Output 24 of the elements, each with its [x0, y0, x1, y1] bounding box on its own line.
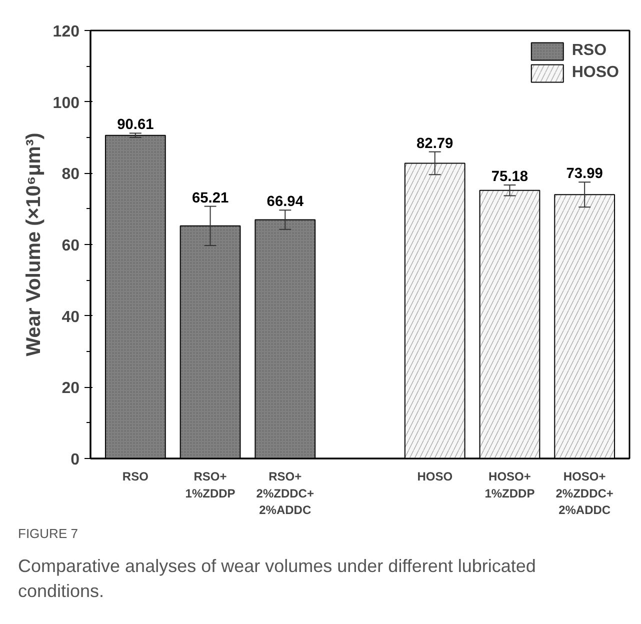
y-tick-label: 20 [62, 380, 80, 398]
x-tick-label: HOSO [417, 470, 453, 484]
y-tick-label: 80 [62, 166, 80, 184]
y-tick-label: 40 [62, 308, 80, 326]
data-label: 82.79 [416, 136, 454, 152]
legend-label: RSO [572, 42, 607, 60]
data-label: 66.94 [266, 194, 304, 210]
y-tick-label: 100 [52, 94, 80, 112]
data-label: 75.18 [491, 169, 528, 186]
x-tick-label: RSO+ 2%ZDDC+ 2%ADDC [256, 470, 314, 518]
y-tick-label: 60 [62, 238, 80, 254]
x-tick-label: RSO [122, 470, 148, 484]
x-tick-label: HOSO+ 2%ZDDC+ 2%ADDC [556, 470, 614, 518]
x-tick-label: HOSO+ 1%ZDDP [484, 470, 535, 500]
caption: FIGURE 7 [18, 525, 78, 543]
legend-label: HOSO [572, 64, 619, 82]
data-label: 73.99 [566, 166, 603, 182]
data-label: 90.61 [117, 117, 154, 134]
y-tick-label: 120 [52, 24, 80, 40]
y-axis-title: Wear Volume (×10⁶μm³) [22, 132, 45, 356]
text: Comparative analyses of wear volumes under different lubricated conditions. [18, 554, 537, 604]
data-label: 65.21 [192, 190, 229, 206]
x-tick-label: RSO+ 1%ZDDP [185, 470, 236, 500]
y-tick-label: 0 [70, 452, 80, 468]
